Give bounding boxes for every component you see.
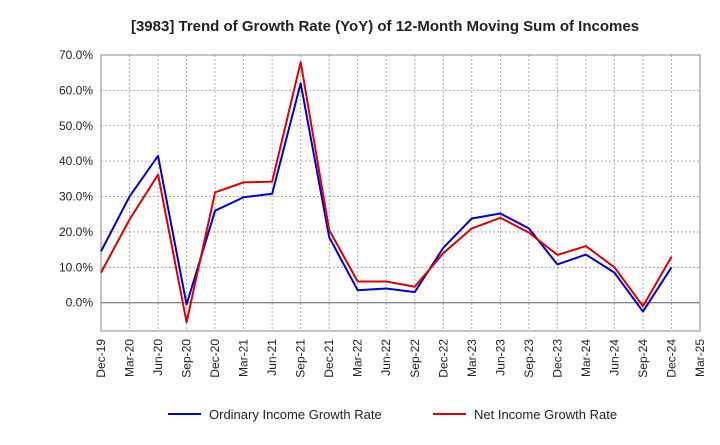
x-tick-label: Sep-24 — [636, 339, 650, 378]
x-tick-label: Mar-23 — [465, 339, 479, 377]
x-tick-label: Dec-24 — [664, 339, 678, 378]
legend-label: Net Income Growth Rate — [474, 407, 617, 422]
series-line-2 — [100, 61, 673, 324]
chart-title: [3983] Trend of Growth Rate (YoY) of 12-… — [131, 18, 639, 35]
x-tick-label: Sep-23 — [522, 339, 536, 378]
y-tick-label: 0.0% — [66, 296, 94, 310]
series-line-1 — [100, 82, 673, 313]
x-tick-label: Dec-22 — [436, 339, 450, 378]
x-tick-label: Jun-24 — [607, 339, 621, 376]
x-tick-label: Mar-24 — [579, 339, 593, 377]
plot-frame — [100, 54, 701, 332]
y-tick-label: 30.0% — [59, 190, 93, 204]
x-tick-label: Dec-19 — [94, 339, 108, 378]
x-tick-label: Mar-22 — [351, 339, 365, 377]
legend: Ordinary Income Growth Rate Net Income Gr… — [168, 407, 617, 422]
x-tick-label: Dec-20 — [208, 339, 222, 378]
x-tick-label: Sep-22 — [408, 339, 422, 378]
series — [100, 61, 673, 324]
x-tick-label: Sep-20 — [180, 339, 194, 378]
x-tick-label: Dec-23 — [550, 339, 564, 378]
y-axis: 0.0% 10.0% 20.0% 30.0% 40.0% 50.0% 60.0% 70.0% — [59, 48, 93, 310]
y-tick-label: 20.0% — [59, 225, 93, 239]
x-axis: Dec-19 Mar-20 Jun-20 Sep-20 Dec-20 Mar-21 Jun-… — [94, 339, 707, 378]
x-tick-label: Jun-20 — [151, 339, 165, 376]
x-tick-label: Jun-22 — [379, 339, 393, 376]
legend-label: Ordinary Income Growth Rate — [209, 407, 382, 422]
x-tick-label: Jun-23 — [493, 339, 507, 376]
x-tick-label: Dec-21 — [322, 339, 336, 378]
y-tick-label: 60.0% — [59, 83, 93, 97]
y-tick-label: 70.0% — [59, 48, 93, 62]
y-tick-label: 40.0% — [59, 154, 93, 168]
y-tick-label: 50.0% — [59, 119, 93, 133]
x-tick-label: Mar-20 — [123, 339, 137, 377]
y-tick-label: 10.0% — [59, 260, 93, 274]
x-tick-label: Mar-21 — [237, 339, 251, 377]
x-tick-label: Sep-21 — [294, 339, 308, 378]
x-tick-label: Mar-25 — [693, 339, 707, 377]
x-tick-label: Jun-21 — [265, 339, 279, 376]
